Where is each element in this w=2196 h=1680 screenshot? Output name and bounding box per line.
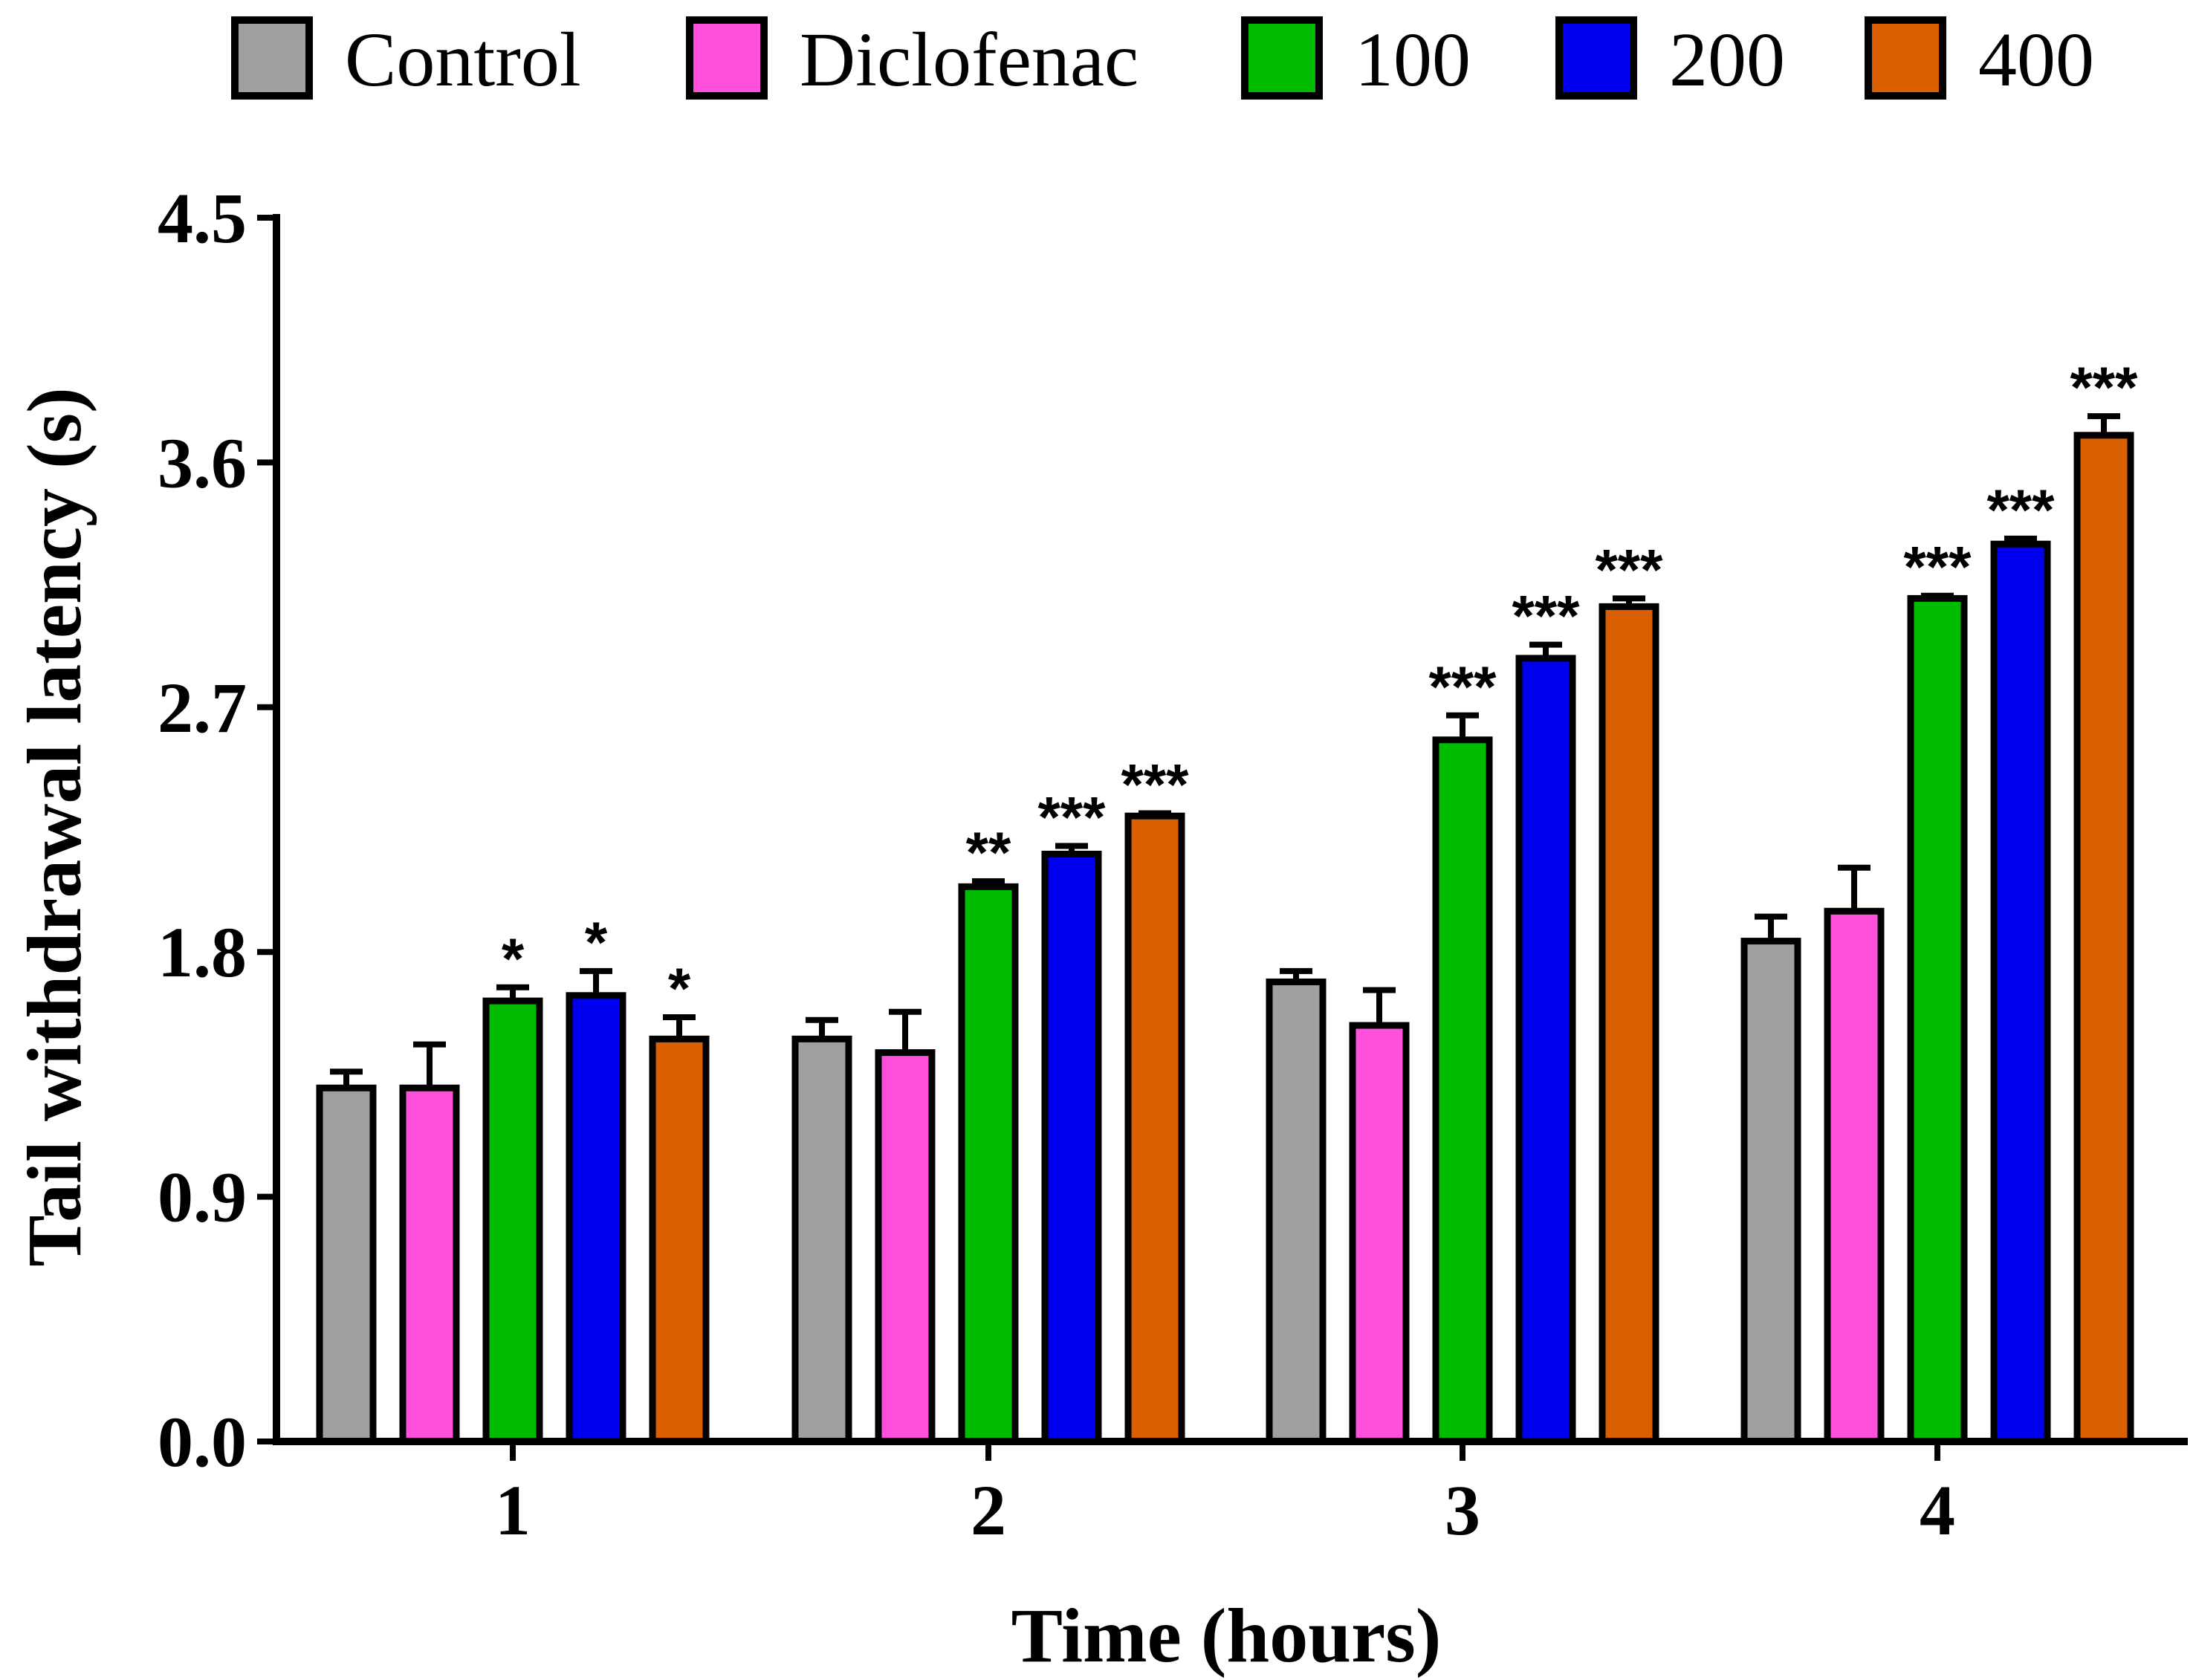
x-axis-title: Time (hours) [1011,1593,1442,1679]
x-tick-label: 4 [1920,1470,1955,1550]
x-tick-label: 3 [1445,1470,1480,1550]
legend-label: 400 [1978,17,2094,103]
y-axis-title: Tail withdrawal latency (s) [12,387,97,1267]
y-tick-label: 3.6 [158,423,247,502]
bar-diclofenac-t4 [1824,907,1885,1445]
bar-200-t4 [1990,540,2051,1445]
significance-label: * [585,909,608,975]
bar-400-t3 [1599,603,1659,1445]
significance-label: *** [1428,654,1497,719]
axes [273,214,2188,1445]
bar-100-t4 [1907,594,1968,1445]
y-ticks: 0.0 0.9 1.8 2.7 3.6 4.5 [158,178,276,1482]
legend-swatch-200 [1555,16,1637,100]
significance-label: ** [966,820,1011,885]
bars: * ******* ************ ********* [316,354,2138,1445]
bar-400-t1 [649,1035,710,1445]
bar-100-t3 [1432,736,1493,1445]
legend-label: Diclofenac [800,17,1139,103]
bar-control-t3 [1266,978,1327,1445]
significance-label: * [502,926,525,991]
bar-200-t3 [1515,655,1576,1445]
bar-diclofenac-t3 [1349,1022,1410,1445]
bar-control-t1 [316,1084,377,1445]
y-tick-label: 0.0 [158,1402,247,1482]
bar-control-t2 [791,1035,852,1445]
significance-label: *** [1903,534,1972,600]
legend-swatch-400 [1865,16,1946,100]
significance-label: *** [1595,536,1663,602]
bar-200-t1 [566,992,626,1445]
x-tick-label: 1 [495,1470,531,1550]
bar-400-t2 [1124,812,1185,1445]
bar-200-t2 [1041,850,1102,1445]
bar-control-t4 [1740,938,1801,1445]
legend-swatch-100 [1241,16,1323,100]
bar-100-t2 [958,883,1019,1445]
x-tick-label: 2 [971,1470,1006,1550]
legend-label: 200 [1669,17,1785,103]
x-ticks: 1 2 3 4 [495,1441,1955,1550]
y-tick-label: 2.7 [158,668,247,747]
bar-diclofenac-t2 [875,1049,936,1445]
y-tick-label: 1.8 [158,912,247,992]
significance-label: *** [1037,784,1106,849]
legend: Control Diclofenac 100 200 400 [231,16,2094,103]
bar-diclofenac-t1 [399,1084,460,1445]
legend-label: Control [345,17,581,103]
y-tick-label: 0.9 [158,1158,247,1237]
bar-100-t1 [482,997,543,1445]
bar-400-t4 [2073,432,2134,1445]
significance-label: *** [1986,477,2055,542]
significance-label: *** [1512,583,1580,649]
significance-label: *** [1121,752,1189,817]
legend-swatch-diclofenac [686,16,768,100]
significance-label: * [668,956,691,1021]
legend-swatch-control [231,16,313,100]
y-tick-label: 4.5 [158,178,247,258]
legend-label: 100 [1355,17,1471,103]
significance-label: *** [2070,354,2138,420]
